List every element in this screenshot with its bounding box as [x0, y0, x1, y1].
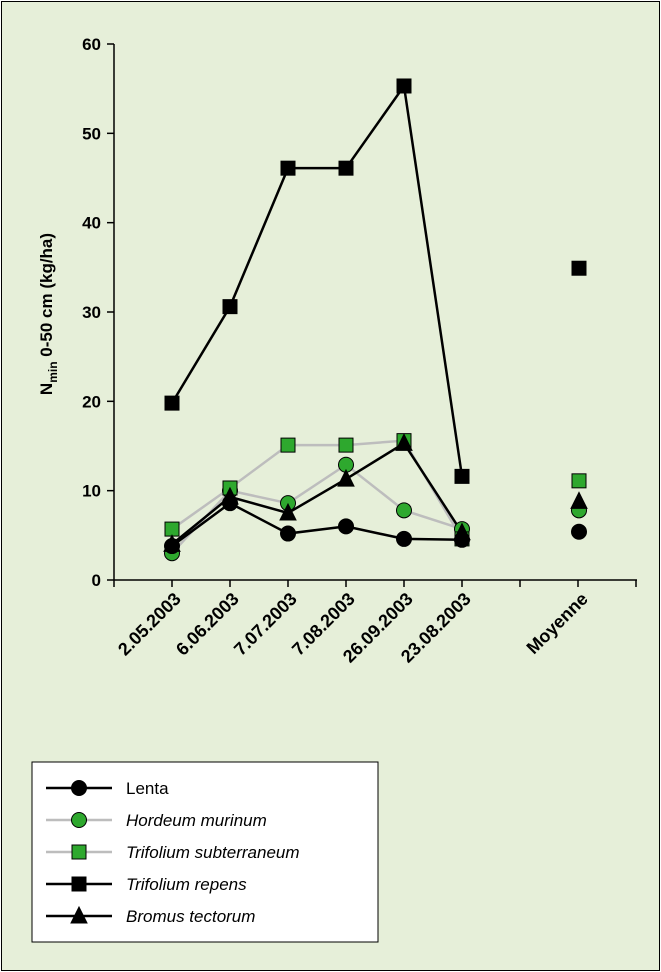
- legend-marker: [71, 812, 87, 828]
- data-point: [280, 160, 296, 176]
- series-line: [171, 439, 464, 540]
- data-point: [279, 502, 297, 521]
- y-axis-label-main: N: [37, 383, 56, 395]
- data-point: [338, 437, 354, 453]
- data-point: [395, 433, 413, 451]
- series-line: [170, 82, 464, 477]
- data-point: [280, 437, 296, 453]
- data-point: [221, 486, 239, 505]
- data-point: [337, 468, 355, 487]
- y-axis-label: Nmin 0-50 cm (kg/ha): [37, 233, 60, 395]
- y-axis-label-rest: 0-50 cm (kg/ha): [37, 233, 56, 362]
- legend-marker: [70, 905, 88, 924]
- legend-label: Hordeum murinum: [126, 811, 267, 830]
- mean-point: [571, 523, 587, 540]
- mean-point: [570, 491, 588, 509]
- y-tick-label: 40: [82, 214, 101, 233]
- mean-point: [571, 260, 587, 276]
- data-point: [396, 78, 412, 94]
- data-point: [163, 534, 181, 552]
- axes: 01020304050602.05.20036.06.20037.07.2003…: [37, 35, 637, 667]
- data-point: [453, 522, 471, 541]
- legend-marker: [71, 876, 87, 892]
- legend-label: Lenta: [126, 779, 169, 798]
- data-point: [396, 502, 412, 519]
- y-tick-label: 0: [92, 571, 101, 590]
- series-line: [171, 463, 463, 555]
- legend-marker: [71, 780, 87, 796]
- legend-label: Trifolium repens: [126, 875, 247, 894]
- data-point: [280, 525, 296, 542]
- legend-label: Bromus tectorum: [126, 907, 255, 926]
- series-line: [171, 441, 464, 546]
- data-point: [396, 530, 412, 547]
- data-point: [222, 299, 238, 315]
- y-tick-label: 20: [82, 392, 101, 411]
- data-point: [164, 521, 180, 537]
- legend-marker: [71, 844, 87, 860]
- mean-point: [571, 473, 587, 489]
- data-point: [338, 160, 354, 176]
- data-point: [454, 468, 470, 484]
- x-category-label: Moyenne: [523, 589, 592, 658]
- plot-area: [163, 78, 588, 562]
- series-line: [171, 501, 463, 548]
- y-axis-label-sub: min: [46, 361, 60, 382]
- data-point: [338, 518, 354, 535]
- data-point: [164, 395, 180, 411]
- y-tick-label: 50: [82, 124, 101, 143]
- legend: Lenta Hordeum murinum Trifolium subterrane…: [31, 761, 379, 943]
- y-tick-label: 60: [82, 35, 101, 54]
- y-tick-label: 10: [82, 482, 101, 501]
- legend-label: Trifolium subterraneum: [126, 843, 300, 862]
- y-tick-label: 30: [82, 303, 101, 322]
